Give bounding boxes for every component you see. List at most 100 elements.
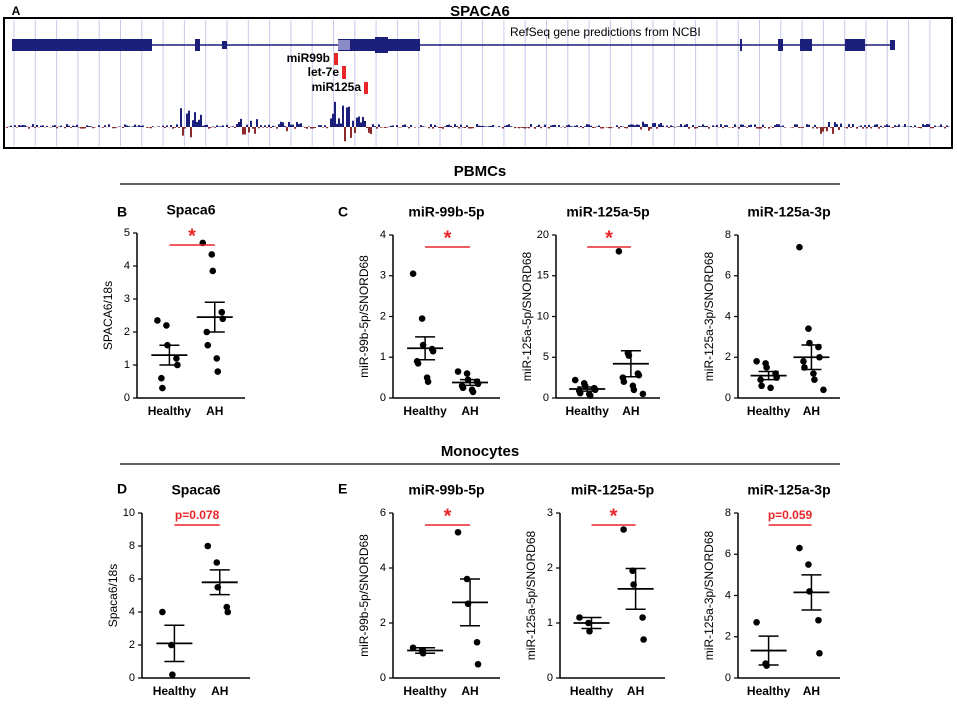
conservation-bar xyxy=(108,124,110,127)
conservation-bar xyxy=(430,124,432,127)
conservation-bar xyxy=(444,126,446,127)
mirna-site xyxy=(334,53,338,65)
conservation-bar xyxy=(882,127,884,128)
conservation-bar xyxy=(202,125,204,127)
conservation-bar xyxy=(40,125,42,127)
genome-browser xyxy=(3,17,953,149)
conservation-bar xyxy=(186,113,188,127)
conservation-bar xyxy=(726,125,728,127)
chart-title: miR-125a-5p xyxy=(566,204,649,220)
conservation-bar xyxy=(596,126,598,127)
panel-letter: D xyxy=(117,481,127,497)
y-tick-label: 0 xyxy=(543,392,549,404)
conservation-bar xyxy=(228,127,230,128)
conservation-bar xyxy=(862,127,864,129)
conservation-bar xyxy=(692,124,694,127)
conservation-bar xyxy=(774,125,776,127)
conservation-bar xyxy=(660,123,662,127)
conservation-bar xyxy=(180,108,182,127)
conservation-bar xyxy=(10,125,12,127)
x-tick-label: AH xyxy=(211,684,228,698)
exon xyxy=(845,39,865,51)
conservation-bar xyxy=(354,127,356,134)
y-tick-label: 2 xyxy=(380,617,386,629)
conservation-bar xyxy=(342,105,344,127)
conservation-bar xyxy=(350,127,352,138)
conservation-bar xyxy=(492,124,494,127)
conservation-bar xyxy=(296,122,298,127)
conservation-bar xyxy=(200,114,202,127)
conservation-bar xyxy=(802,127,804,129)
y-tick-label: 3 xyxy=(124,293,130,305)
conservation-bar xyxy=(158,126,160,127)
conservation-bar xyxy=(254,127,256,134)
conservation-bar xyxy=(414,127,416,128)
conservation-bar xyxy=(98,125,100,127)
conservation-bar xyxy=(290,124,292,127)
conservation-bar xyxy=(926,124,928,127)
conservation-bar xyxy=(930,127,932,129)
conservation-bar xyxy=(754,124,756,127)
conservation-bar xyxy=(240,118,242,127)
y-axis-label: SPACA6/18s xyxy=(101,281,115,350)
y-axis-label: miR-125a-5p/SNORD68 xyxy=(524,530,538,660)
conservation-bar xyxy=(380,127,382,128)
conservation-bar xyxy=(80,127,82,129)
conservation-bar xyxy=(530,124,532,127)
conservation-bar xyxy=(340,123,342,127)
conservation-bar xyxy=(550,125,552,127)
conservation-bar xyxy=(896,126,898,127)
mirna-label: let-7e xyxy=(308,65,340,79)
conservation-bar xyxy=(498,126,500,127)
exon xyxy=(195,39,200,51)
conservation-bar xyxy=(920,127,922,129)
conservation-bar xyxy=(146,127,148,128)
conservation-bar xyxy=(506,125,508,127)
conservation-bar xyxy=(378,124,380,127)
conservation-bar xyxy=(318,125,320,127)
data-point xyxy=(796,243,803,251)
data-point xyxy=(630,386,638,394)
conservation-bar xyxy=(686,124,688,127)
conservation-bar xyxy=(344,127,346,142)
x-tick-label: Healthy xyxy=(747,404,791,418)
conservation-bar xyxy=(364,120,366,127)
track-label: RefSeq gene predictions from NCBI xyxy=(510,25,701,39)
y-tick-label: 3 xyxy=(547,507,553,519)
data-point xyxy=(805,325,812,333)
data-point xyxy=(218,308,226,316)
conservation-bar xyxy=(756,127,758,129)
conservation-bar xyxy=(462,127,464,128)
conservation-bar xyxy=(820,127,822,134)
conservation-bar xyxy=(260,125,262,127)
data-point xyxy=(424,378,432,386)
conservation-bar xyxy=(514,127,516,129)
conservation-bar xyxy=(886,124,888,127)
conservation-bar xyxy=(648,127,650,131)
conservation-bar xyxy=(876,124,878,127)
conservation-bar xyxy=(706,126,708,127)
data-point xyxy=(753,619,760,626)
conservation-bar xyxy=(366,127,368,129)
conservation-bar xyxy=(434,124,436,127)
y-tick-label: 2 xyxy=(124,326,130,338)
conservation-bar xyxy=(816,127,818,129)
data-point xyxy=(204,542,212,550)
y-axis-label: miR-99b-5p/SNORD68 xyxy=(357,255,371,378)
y-axis-label: miR-125a-5p/SNORD68 xyxy=(520,251,534,381)
mirna-label: miR125a xyxy=(312,80,362,94)
significance-label: * xyxy=(444,227,452,249)
conservation-bar xyxy=(320,125,322,127)
conservation-bar xyxy=(176,124,178,127)
panel-letter: C xyxy=(338,204,348,220)
y-tick-label: 3 xyxy=(380,270,386,282)
conservation-bar xyxy=(102,127,104,128)
data-point xyxy=(640,636,647,643)
conservation-bar xyxy=(72,125,74,127)
conservation-bar xyxy=(652,123,654,127)
conservation-bar xyxy=(178,127,180,128)
data-point xyxy=(223,603,231,611)
conservation-bar xyxy=(704,125,706,127)
conservation-bar xyxy=(268,124,270,127)
chart-title: miR-125a-3p xyxy=(747,482,830,498)
